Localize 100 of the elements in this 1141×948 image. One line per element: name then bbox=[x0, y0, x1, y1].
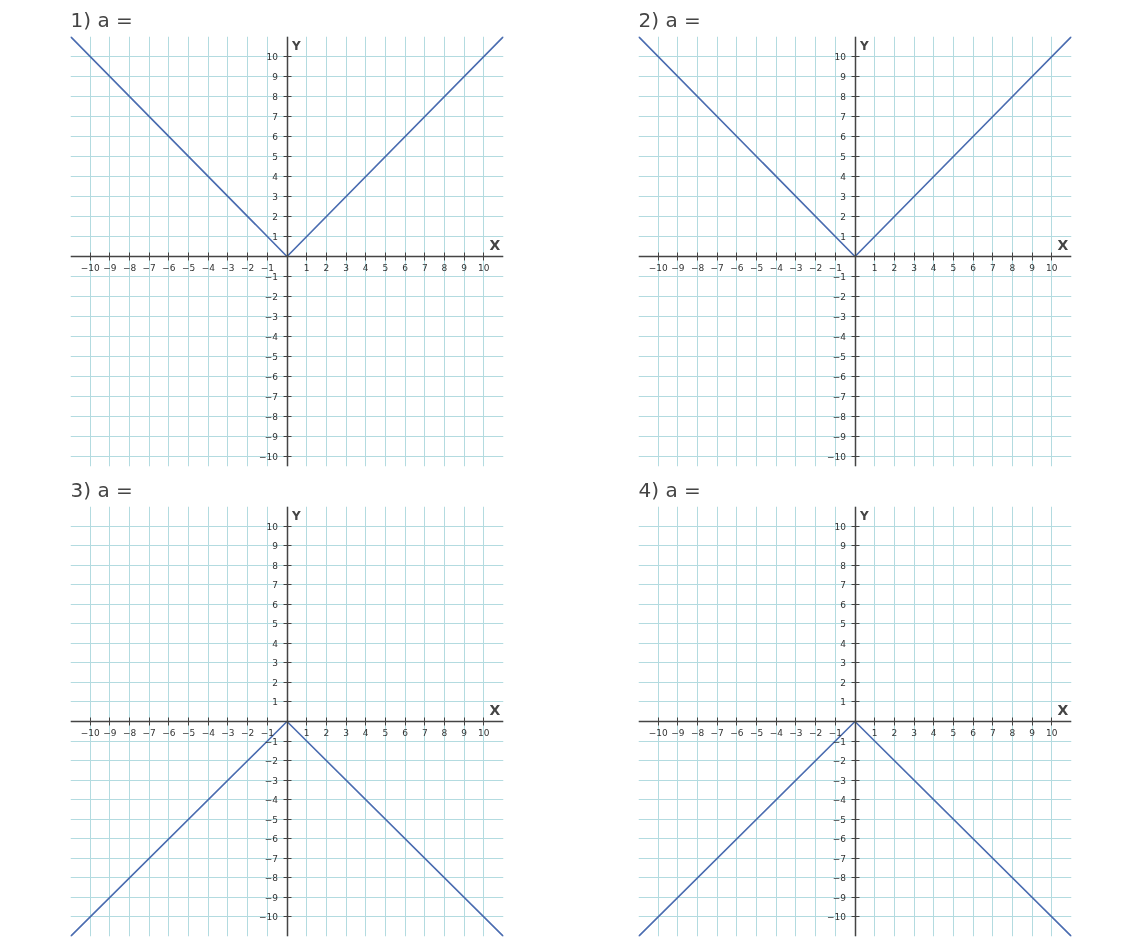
x-axis-title: X bbox=[1057, 701, 1069, 718]
x-tick-label: −6 bbox=[730, 727, 744, 738]
x-tick-label: 10 bbox=[478, 727, 490, 738]
y-tick-label: −4 bbox=[832, 332, 847, 342]
y-tick-label: 2 bbox=[272, 677, 279, 688]
y-tick-label: 7 bbox=[272, 580, 279, 591]
y-tick-label: −8 bbox=[264, 412, 279, 422]
x-tick-label: 4 bbox=[362, 262, 369, 273]
y-tick-label: −2 bbox=[832, 756, 847, 767]
x-tick-label: 1 bbox=[303, 727, 310, 738]
y-tick-label: 5 bbox=[840, 619, 847, 630]
y-tick-label: −9 bbox=[264, 892, 279, 903]
x-tick-label: −8 bbox=[122, 262, 137, 273]
x-tick-label: −6 bbox=[162, 727, 176, 738]
x-tick-label: 1 bbox=[871, 262, 878, 273]
x-tick-label: 10 bbox=[1046, 727, 1058, 738]
y-axis-title: Y bbox=[291, 38, 301, 53]
y-tick-label: 1 bbox=[272, 232, 279, 242]
x-tick-label: 8 bbox=[441, 727, 448, 738]
x-tick-label: 5 bbox=[382, 262, 389, 273]
y-tick-label: −6 bbox=[264, 372, 279, 382]
y-tick-label: 4 bbox=[840, 172, 847, 182]
y-tick-label: −5 bbox=[264, 814, 279, 825]
y-tick-label: −4 bbox=[264, 795, 279, 806]
y-tick-label: −7 bbox=[832, 853, 847, 864]
y-tick-label: 8 bbox=[272, 92, 279, 102]
y-tick-label: 7 bbox=[840, 112, 847, 122]
x-tick-label: 6 bbox=[970, 262, 977, 273]
chart-title: 4) a = bbox=[638, 477, 701, 502]
y-tick-label: −7 bbox=[832, 392, 847, 402]
x-tick-label: 8 bbox=[1009, 262, 1016, 273]
y-tick-label: 9 bbox=[272, 72, 279, 82]
x-tick-label: 10 bbox=[1046, 262, 1058, 273]
y-tick-label: 5 bbox=[840, 152, 847, 162]
y-tick-label: 3 bbox=[840, 658, 847, 669]
x-tick-label: −10 bbox=[648, 262, 668, 273]
x-tick-label: 9 bbox=[1029, 727, 1036, 738]
y-tick-label: 9 bbox=[272, 541, 279, 552]
y-tick-label: −8 bbox=[832, 873, 847, 884]
x-axis-title: X bbox=[1057, 236, 1069, 253]
x-tick-label: −10 bbox=[80, 262, 100, 273]
chart-title: 1) a = bbox=[70, 7, 133, 32]
x-tick-label: 8 bbox=[1009, 727, 1016, 738]
y-tick-label: −6 bbox=[832, 372, 847, 382]
y-tick-label: 2 bbox=[840, 677, 847, 688]
chart-title: 2) a = bbox=[638, 7, 701, 32]
y-tick-label: −8 bbox=[264, 873, 279, 884]
x-tick-label: 10 bbox=[478, 262, 490, 273]
x-tick-label: 9 bbox=[461, 727, 468, 738]
x-tick-label: −8 bbox=[690, 262, 705, 273]
x-tick-label: −9 bbox=[103, 727, 117, 738]
y-tick-label: 3 bbox=[272, 658, 279, 669]
y-tick-label: 3 bbox=[272, 192, 279, 202]
y-tick-label: −5 bbox=[832, 352, 847, 362]
x-tick-label: −10 bbox=[80, 727, 100, 738]
y-tick-label: 8 bbox=[840, 92, 847, 102]
x-tick-label: 7 bbox=[989, 262, 996, 273]
x-tick-label: −4 bbox=[769, 727, 784, 738]
x-tick-label: 6 bbox=[402, 727, 409, 738]
y-tick-label: 5 bbox=[272, 619, 279, 630]
x-tick-label: −9 bbox=[103, 262, 117, 273]
x-tick-label: 2 bbox=[323, 727, 330, 738]
x-tick-label: −2 bbox=[241, 262, 255, 273]
x-tick-label: 8 bbox=[441, 262, 448, 273]
y-tick-label: −5 bbox=[264, 352, 279, 362]
y-tick-label: 7 bbox=[840, 580, 847, 591]
x-tick-label: −5 bbox=[749, 262, 764, 273]
y-tick-label: 6 bbox=[840, 132, 847, 142]
x-tick-label: −3 bbox=[789, 262, 803, 273]
x-tick-label: −3 bbox=[789, 727, 803, 738]
y-tick-label: −2 bbox=[832, 292, 847, 302]
x-tick-label: 7 bbox=[421, 727, 428, 738]
x-tick-label: −4 bbox=[201, 727, 216, 738]
y-tick-label: −9 bbox=[832, 892, 847, 903]
x-tick-label: −6 bbox=[162, 262, 176, 273]
x-tick-label: 2 bbox=[891, 727, 898, 738]
y-tick-label: 1 bbox=[272, 697, 279, 708]
x-tick-label: −8 bbox=[690, 727, 705, 738]
y-tick-label: −7 bbox=[264, 392, 279, 402]
y-tick-label: 6 bbox=[840, 599, 847, 610]
x-tick-label: 4 bbox=[362, 727, 369, 738]
y-tick-label: 4 bbox=[272, 172, 279, 182]
y-tick-label: −1 bbox=[264, 272, 279, 282]
x-tick-label: 6 bbox=[970, 727, 977, 738]
x-tick-label: 5 bbox=[950, 727, 957, 738]
y-tick-label: 5 bbox=[272, 152, 279, 162]
x-tick-label: 3 bbox=[343, 262, 349, 273]
y-tick-label: −4 bbox=[264, 332, 279, 342]
y-tick-label: 4 bbox=[272, 638, 279, 649]
y-tick-label: −10 bbox=[827, 912, 847, 923]
x-tick-label: −3 bbox=[221, 262, 235, 273]
x-tick-label: −4 bbox=[201, 262, 216, 273]
y-tick-label: 3 bbox=[840, 192, 847, 202]
x-tick-label: −10 bbox=[648, 727, 668, 738]
y-tick-label: −3 bbox=[264, 312, 279, 322]
x-tick-label: 4 bbox=[930, 727, 937, 738]
x-tick-label: −2 bbox=[241, 727, 255, 738]
y-tick-label: −10 bbox=[827, 452, 847, 462]
x-tick-label: 3 bbox=[343, 727, 349, 738]
y-tick-label: 10 bbox=[834, 52, 847, 62]
